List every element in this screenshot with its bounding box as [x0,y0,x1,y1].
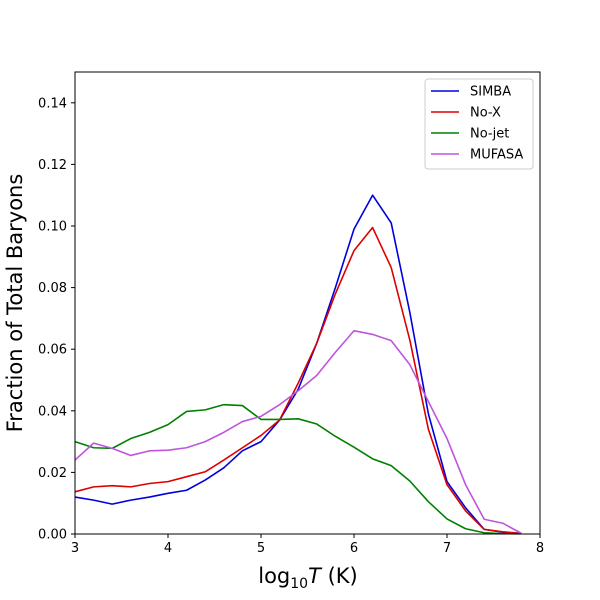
legend: SIMBA No-X No-jet MUFASA [424,78,534,170]
y-tick-label: 0.06 [38,343,67,358]
plot-frame [74,71,541,535]
y-axis-label: Fraction of Total Baryons [3,174,27,433]
y-axis: 0.00 0.02 0.04 0.06 0.08 0.10 0.12 0.14 [38,96,75,543]
y-tick-label: 0.08 [38,281,67,296]
y-tick-label: 0.02 [38,466,67,481]
x-tick-label: 4 [164,541,172,556]
y-tick-label: 0.04 [38,404,67,419]
plot-lines [74,194,522,535]
x-tick-label: 3 [71,541,79,556]
y-tick-label: 0.10 [38,220,67,235]
series-line-mufasa [74,329,522,535]
series-line-simba [74,194,522,535]
legend-label-simba: SIMBA [470,85,511,100]
y-tick-label: 0.14 [38,96,67,111]
legend-label-no-jet: No-jet [470,127,509,142]
x-axis-label: log10T (K) [258,564,358,592]
y-tick-label: 0.00 [38,528,67,543]
x-axis: 3 4 5 6 7 8 [71,534,544,556]
legend-label-mufasa: MUFASA [470,148,523,163]
series-line-no-x [74,226,522,535]
x-tick-label: 6 [350,541,358,556]
legend-label-no-x: No-X [470,106,501,121]
x-tick-label: 5 [257,541,265,556]
x-tick-label: 8 [536,541,544,556]
x-tick-label: 7 [443,541,451,556]
legend-box [424,78,534,170]
y-tick-label: 0.12 [38,158,67,173]
series-line-no-jet [74,403,522,535]
